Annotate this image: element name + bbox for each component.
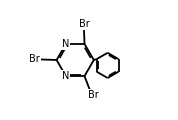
Text: Br: Br [78,19,89,29]
Text: N: N [62,39,70,49]
Text: Br: Br [88,90,98,100]
Text: Br: Br [29,54,40,64]
Text: N: N [62,71,70,81]
